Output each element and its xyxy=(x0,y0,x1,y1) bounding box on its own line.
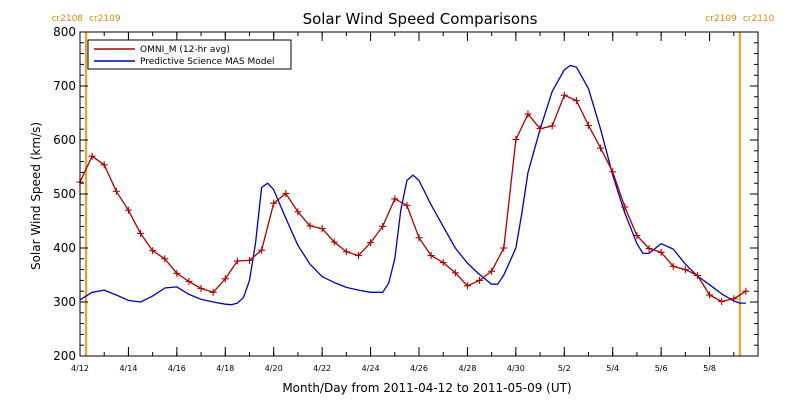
data-point xyxy=(403,201,411,209)
y-tick-label: 200 xyxy=(53,349,76,363)
data-point xyxy=(185,277,193,285)
data-point xyxy=(572,97,580,105)
y-tick-label: 600 xyxy=(53,133,76,147)
y-tick-label: 500 xyxy=(53,187,76,201)
data-point xyxy=(597,144,605,152)
y-tick-label: 300 xyxy=(53,295,76,309)
carrington-label-left: cr2108 xyxy=(51,14,83,24)
data-point xyxy=(512,135,520,143)
series-line xyxy=(79,94,747,303)
x-tick-label: 4/26 xyxy=(410,364,428,373)
x-tick-label: 4/18 xyxy=(216,364,234,373)
x-tick-label: 5/2 xyxy=(558,364,571,373)
carrington-label-left: cr2109 xyxy=(705,14,737,24)
x-tick-label: 4/16 xyxy=(168,364,186,373)
y-tick-label: 400 xyxy=(53,241,76,255)
data-point xyxy=(621,203,629,211)
chart-title: Solar Wind Speed Comparisons xyxy=(303,10,538,28)
data-point xyxy=(669,262,677,270)
x-tick-label: 5/4 xyxy=(606,364,619,373)
data-point xyxy=(100,161,108,169)
data-point xyxy=(524,110,532,118)
data-point xyxy=(197,285,205,292)
data-point xyxy=(463,282,471,290)
y-axis-label-group: Solar Wind Speed (km/s) xyxy=(29,122,43,270)
data-point xyxy=(633,232,641,240)
data-point xyxy=(88,152,96,160)
data-point xyxy=(742,287,750,295)
data-point xyxy=(318,225,326,233)
data-point xyxy=(476,276,484,284)
x-tick-label: 4/28 xyxy=(458,364,476,373)
data-point xyxy=(306,222,314,230)
legend-box xyxy=(87,39,292,70)
data-point xyxy=(391,195,399,203)
data-point xyxy=(488,267,496,275)
data-point xyxy=(330,238,338,246)
legend-label-mas: Predictive Science MAS Model xyxy=(140,57,275,67)
data-point xyxy=(693,272,701,280)
data-point xyxy=(258,246,266,254)
data-point xyxy=(367,239,375,247)
x-tick-label: 4/20 xyxy=(265,364,283,373)
data-point xyxy=(439,259,447,267)
x-tick-label: 4/12 xyxy=(71,364,89,373)
series-mas xyxy=(79,64,746,306)
series-line xyxy=(79,64,746,306)
plot-frame xyxy=(79,31,759,357)
data-point xyxy=(282,189,290,197)
data-point xyxy=(415,234,423,242)
data-point xyxy=(294,208,302,216)
data-point xyxy=(149,247,157,255)
carrington-label-right: cr2110 xyxy=(743,14,775,24)
legend: OMNI_M (12-hr avg) Predictive Science MA… xyxy=(87,39,292,70)
data-point xyxy=(270,199,278,207)
data-point xyxy=(246,256,253,264)
x-tick-label: 4/24 xyxy=(362,364,380,373)
data-point xyxy=(209,288,217,296)
data-point xyxy=(560,91,568,99)
series-layer xyxy=(76,64,750,306)
legend-label-omni: OMNI_M (12-hr avg) xyxy=(140,45,230,55)
data-point xyxy=(124,206,132,214)
data-point xyxy=(645,245,653,253)
data-point xyxy=(718,297,726,305)
series-omni xyxy=(76,91,750,305)
x-tick-label: 4/22 xyxy=(313,364,331,373)
data-point xyxy=(609,168,617,176)
data-point xyxy=(451,269,459,277)
data-point xyxy=(657,248,665,256)
x-tick-label: 4/30 xyxy=(507,364,525,373)
data-point xyxy=(730,295,738,303)
data-point xyxy=(161,255,169,263)
y-axis-label: Solar Wind Speed (km/s) xyxy=(29,122,43,270)
data-point xyxy=(500,244,508,252)
y-tick-label: 800 xyxy=(53,25,76,39)
data-point xyxy=(233,257,241,265)
data-point xyxy=(681,266,689,274)
x-axis-label: Month/Day from 2011-04-12 to 2011-05-09 … xyxy=(282,381,571,395)
x-tick-label: 5/6 xyxy=(655,364,668,373)
data-point xyxy=(354,252,362,260)
x-tick-label: 4/14 xyxy=(119,364,137,373)
data-point xyxy=(112,187,120,195)
data-point xyxy=(221,275,229,283)
data-point xyxy=(706,291,714,299)
data-point xyxy=(536,125,544,133)
data-point xyxy=(137,229,145,237)
carrington-label-right: cr2109 xyxy=(89,14,121,24)
data-point xyxy=(342,248,350,256)
y-tick-label: 700 xyxy=(53,79,76,93)
data-point xyxy=(427,252,435,260)
data-point xyxy=(585,121,592,129)
x-tick-label: 5/8 xyxy=(703,364,716,373)
data-point xyxy=(548,122,556,130)
axis-ticks: 200 300 400 500 600 700 800 4/12 4/14 4/16 4/18 4/2… xyxy=(53,25,759,373)
data-point xyxy=(173,269,181,277)
data-point xyxy=(379,222,387,230)
